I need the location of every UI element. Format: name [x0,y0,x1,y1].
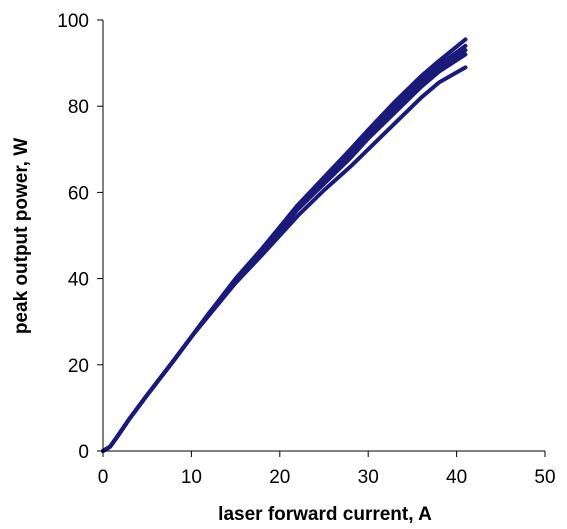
x-tick-label: 0 [98,467,109,488]
x-axis-title: laser forward current, A [218,504,432,525]
x-tick-label: 20 [269,467,290,488]
x-tick-label: 30 [358,467,379,488]
y-tick-label: 40 [68,270,89,291]
series-line-5 [101,65,468,453]
series-line-3 [101,48,468,453]
y-tick-label: 60 [68,183,89,204]
axes-layer [102,20,545,452]
ticks-layer: 0 20 40 60 80 100 0 10 20 30 40 50 [57,11,555,488]
y-tick-label: 0 [78,442,89,463]
y-tick-label: 20 [68,356,89,377]
series-layer [101,37,468,453]
y-tick-label: 100 [57,11,89,32]
x-tick-label: 40 [446,467,467,488]
series-line-1 [101,37,468,453]
series-line-4 [101,52,468,453]
x-tick-label: 10 [181,467,202,488]
y-axis-title: peak output power, W [11,138,32,334]
x-tick-label: 50 [534,467,555,488]
y-tick-label: 80 [68,97,89,118]
